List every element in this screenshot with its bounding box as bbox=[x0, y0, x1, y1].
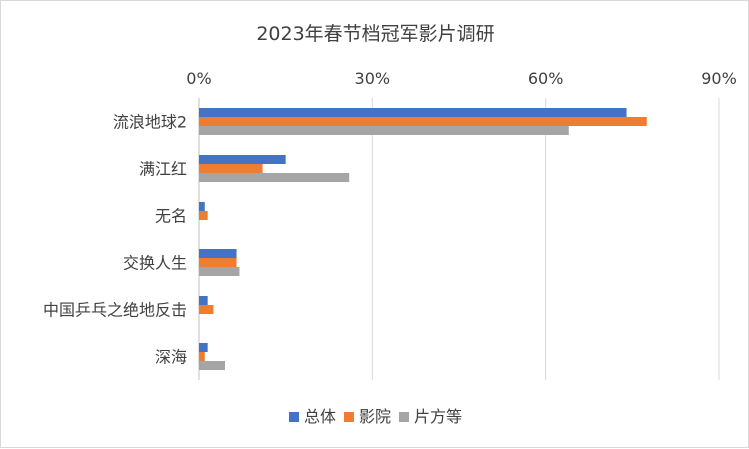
x-tick-label: 60% bbox=[528, 69, 564, 88]
bar-总体-满江红 bbox=[199, 155, 286, 164]
category-label: 交换人生 bbox=[123, 254, 187, 273]
x-tick-label: 90% bbox=[701, 69, 737, 88]
bar-影院-无名 bbox=[199, 211, 208, 220]
bar-总体-深海 bbox=[199, 343, 208, 352]
bar-总体-交换人生 bbox=[199, 249, 237, 258]
legend-swatch bbox=[399, 412, 409, 422]
x-tick-label: 30% bbox=[355, 69, 391, 88]
bar-总体-中国乒乓之绝地反击 bbox=[199, 296, 208, 305]
legend-swatch bbox=[343, 412, 354, 422]
legend-item: 片方等 bbox=[399, 403, 462, 427]
bar-影院-流浪地球2 bbox=[199, 117, 647, 126]
bar-片方等-深海 bbox=[199, 361, 225, 370]
category-label: 中国乒乓之绝地反击 bbox=[43, 301, 187, 320]
x-axis-ticks: 0% 30% 60% 90% bbox=[186, 69, 736, 88]
bar-总体-无名 bbox=[199, 202, 205, 211]
legend-item: 影院 bbox=[343, 403, 391, 427]
category-label: 流浪地球2 bbox=[113, 113, 187, 132]
gridlines bbox=[198, 98, 720, 380]
bar-影院-交换人生 bbox=[199, 258, 237, 267]
category-label: 满江红 bbox=[139, 160, 187, 179]
bar-影院-中国乒乓之绝地反击 bbox=[199, 305, 214, 314]
bar-片方等-满江红 bbox=[199, 173, 350, 182]
bar-片方等-流浪地球2 bbox=[199, 126, 569, 135]
bars bbox=[199, 108, 647, 370]
legend-item: 总体 bbox=[288, 403, 336, 427]
bar-影院-深海 bbox=[199, 352, 205, 361]
legend-label: 总体 bbox=[303, 407, 336, 426]
category-label: 深海 bbox=[155, 348, 187, 367]
legend: 总体 影院 片方等 bbox=[1, 403, 749, 427]
bar-片方等-交换人生 bbox=[199, 267, 240, 276]
x-tick-label: 0% bbox=[186, 69, 211, 88]
category-label: 无名 bbox=[155, 207, 187, 226]
legend-label: 影院 bbox=[358, 407, 391, 426]
legend-swatch bbox=[288, 412, 299, 422]
legend-label: 片方等 bbox=[414, 407, 463, 426]
bar-影院-满江红 bbox=[199, 164, 263, 173]
chart-title: 2023年春节档冠军影片调研 bbox=[256, 23, 495, 45]
bar-总体-流浪地球2 bbox=[199, 108, 627, 117]
